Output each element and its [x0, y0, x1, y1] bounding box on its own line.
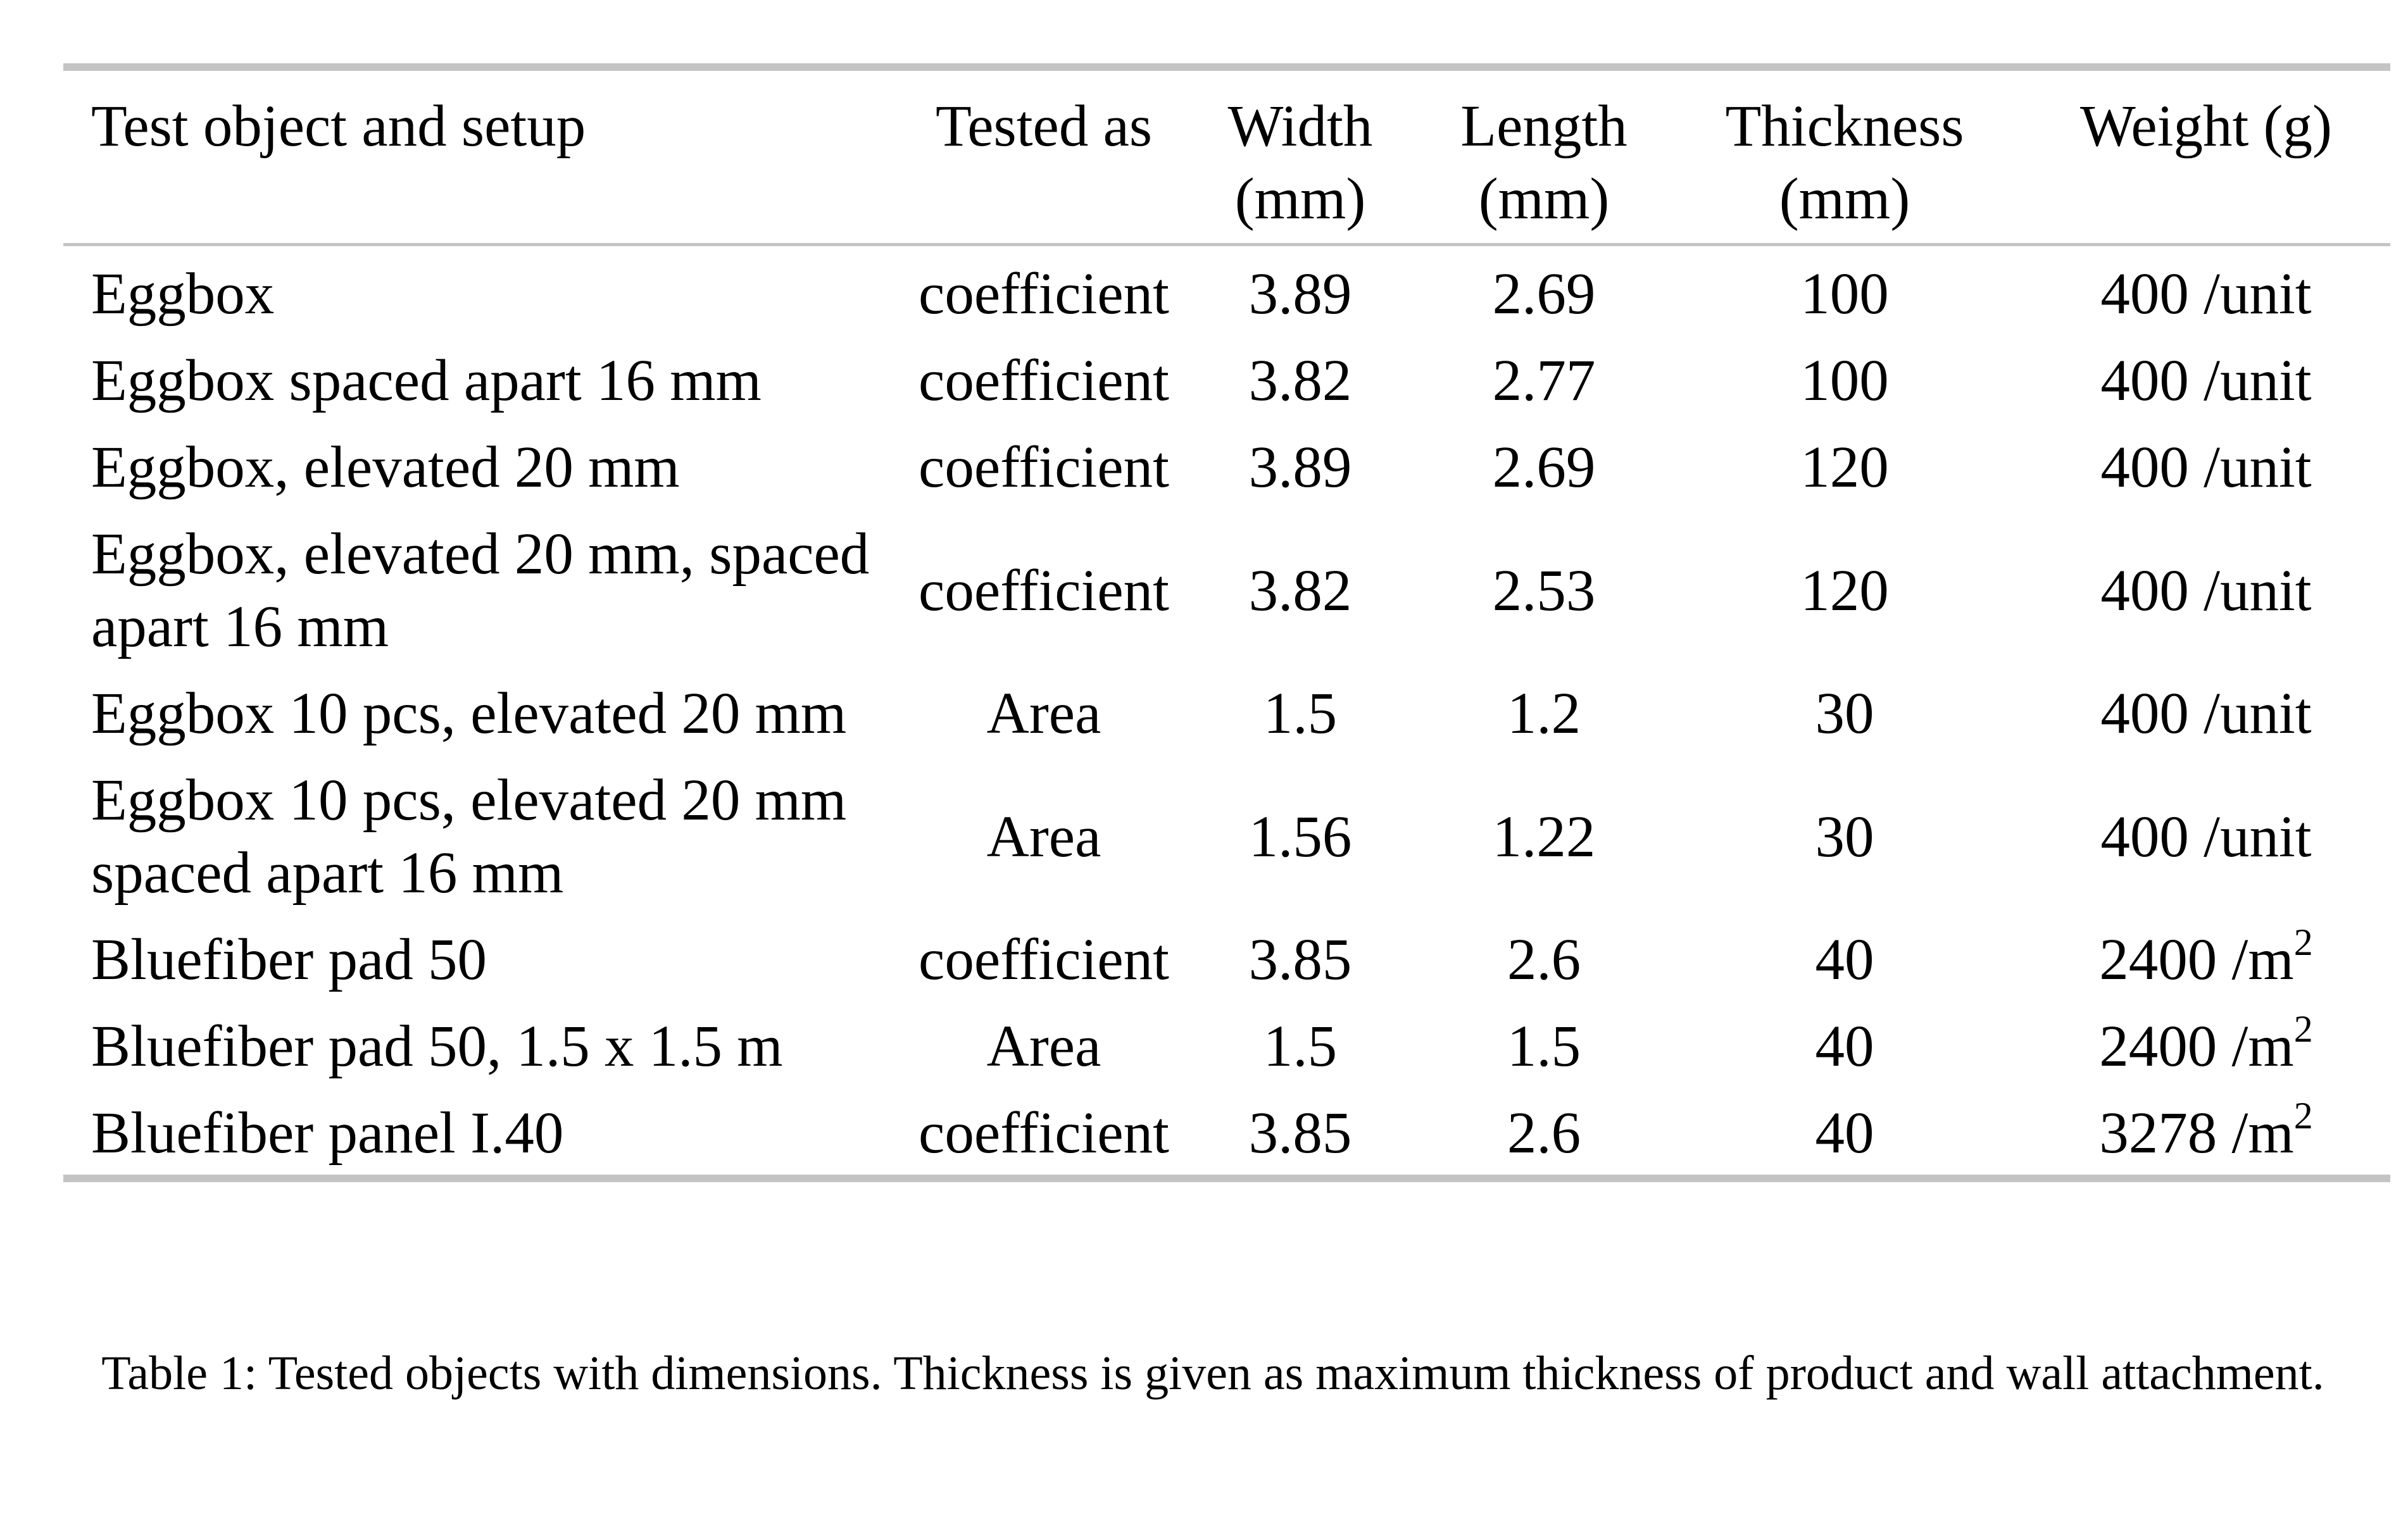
cell-length: 1.22: [1492, 804, 1596, 870]
cell-tested-as: Area: [986, 1014, 1101, 1079]
cell-thickness: 30: [1815, 681, 1874, 746]
table-row: Eggbox coefficient 3.89 2.69 100 400 /un…: [63, 245, 2390, 338]
cell-tested-as: Area: [986, 681, 1101, 746]
cell-tested-as: coefficient: [919, 261, 1169, 327]
cell-width: 3.85: [1248, 1101, 1352, 1166]
cell-test-object: Eggbox 10 pcs, elevated 20 mm: [91, 681, 847, 746]
cell-length: 2.69: [1492, 261, 1596, 327]
cell-length: 2.6: [1507, 1101, 1581, 1166]
cell-width: 3.89: [1248, 261, 1352, 327]
cell-tested-as: coefficient: [919, 348, 1169, 413]
cell-tested-as: coefficient: [919, 435, 1169, 500]
table-row: Eggbox spaced apart 16 mm coefficient 3.…: [63, 337, 2390, 424]
table-row: Eggbox 10 pcs, elevated 20 mm spaced apa…: [63, 757, 2390, 916]
table-caption: Table 1: Tested objects with dimensions.…: [101, 1347, 2324, 1400]
header-tested-as: Tested as: [935, 94, 1153, 159]
cell-weight: 400 /unit: [2022, 511, 2390, 670]
weight-value: 400 /unit: [2100, 348, 2312, 413]
cell-tested-as: coefficient: [919, 1101, 1169, 1166]
cell-width: 1.56: [1248, 804, 1352, 870]
cell-length: 2.77: [1492, 348, 1596, 413]
weight-exponent: 2: [2293, 1008, 2313, 1050]
cell-thickness: 100: [1800, 348, 1889, 413]
table-row: Bluefiber pad 50, 1.5 x 1.5 m Area 1.5 1…: [63, 1003, 2390, 1090]
cell-weight: 400 /unit: [2022, 424, 2390, 511]
weight-value: 2400 /m: [2099, 927, 2294, 992]
header-weight: Weight (g): [2080, 94, 2332, 159]
cell-test-object: Eggbox, elevated 20 mm, spaced apart 16 …: [91, 521, 870, 659]
cell-tested-as: coefficient: [919, 927, 1169, 992]
table-row: Eggbox 10 pcs, elevated 20 mm Area 1.5 1…: [63, 670, 2390, 757]
cell-test-object: Bluefiber panel I.40: [91, 1101, 564, 1166]
weight-value: 400 /unit: [2100, 804, 2312, 870]
cell-thickness: 30: [1815, 804, 1874, 870]
cell-width: 3.85: [1248, 927, 1352, 992]
cell-thickness: 40: [1815, 927, 1874, 992]
cell-thickness: 120: [1800, 435, 1889, 500]
weight-value: 3278 /m: [2099, 1101, 2294, 1166]
table-body: Eggbox coefficient 3.89 2.69 100 400 /un…: [63, 245, 2390, 1178]
weight-value: 400 /unit: [2100, 435, 2312, 500]
cell-width: 3.89: [1248, 435, 1352, 500]
cell-thickness: 120: [1800, 558, 1889, 623]
cell-test-object: Eggbox: [91, 261, 275, 327]
cell-length: 1.2: [1507, 681, 1581, 746]
header-test-object: Test object and setup: [91, 94, 586, 159]
table-row: Eggbox, elevated 20 mm, spaced apart 16 …: [63, 511, 2390, 670]
table-row: Bluefiber panel I.40 coefficient 3.85 2.…: [63, 1090, 2390, 1178]
cell-weight: 400 /unit: [2022, 670, 2390, 757]
cell-weight: 3278 /m2: [2022, 1090, 2390, 1178]
cell-length: 2.53: [1492, 558, 1596, 623]
cell-width: 3.82: [1248, 558, 1352, 623]
data-table-container: Test object and setup Tested as Width (m…: [63, 63, 2390, 1182]
cell-weight: 400 /unit: [2022, 757, 2390, 916]
weight-value: 400 /unit: [2100, 261, 2312, 327]
cell-tested-as: Area: [986, 804, 1101, 870]
cell-length: 2.69: [1492, 435, 1596, 500]
cell-thickness: 100: [1800, 261, 1889, 327]
header-thickness: Thickness (mm): [1725, 94, 1964, 232]
tested-objects-table: Test object and setup Tested as Width (m…: [63, 63, 2390, 1182]
table-header: Test object and setup Tested as Width (m…: [63, 67, 2390, 245]
cell-test-object: Eggbox 10 pcs, elevated 20 mm spaced apa…: [91, 768, 847, 906]
header-row: Test object and setup Tested as Width (m…: [63, 67, 2390, 245]
weight-exponent: 2: [2293, 1095, 2313, 1137]
cell-weight: 400 /unit: [2022, 245, 2390, 338]
header-length: Length (mm): [1460, 94, 1627, 232]
cell-width: 3.82: [1248, 348, 1352, 413]
weight-value: 400 /unit: [2100, 681, 2312, 746]
weight-value: 2400 /m: [2099, 1014, 2294, 1079]
cell-tested-as: coefficient: [919, 558, 1169, 623]
cell-test-object: Bluefiber pad 50, 1.5 x 1.5 m: [91, 1014, 783, 1079]
header-width: Width (mm): [1227, 94, 1373, 232]
cell-thickness: 40: [1815, 1014, 1874, 1079]
table-row: Eggbox, elevated 20 mm coefficient 3.89 …: [63, 424, 2390, 511]
weight-exponent: 2: [2293, 921, 2313, 963]
cell-weight: 2400 /m2: [2022, 916, 2390, 1003]
cell-test-object: Eggbox spaced apart 16 mm: [91, 348, 762, 413]
cell-weight: 2400 /m2: [2022, 1003, 2390, 1090]
cell-thickness: 40: [1815, 1101, 1874, 1166]
table-row: Bluefiber pad 50 coefficient 3.85 2.6 40…: [63, 916, 2390, 1003]
cell-length: 2.6: [1507, 927, 1581, 992]
cell-test-object: Bluefiber pad 50: [91, 927, 487, 992]
cell-width: 1.5: [1263, 1014, 1338, 1079]
cell-weight: 400 /unit: [2022, 337, 2390, 424]
weight-value: 400 /unit: [2100, 558, 2312, 623]
cell-test-object: Eggbox, elevated 20 mm: [91, 435, 680, 500]
cell-width: 1.5: [1263, 681, 1338, 746]
cell-length: 1.5: [1507, 1014, 1581, 1079]
